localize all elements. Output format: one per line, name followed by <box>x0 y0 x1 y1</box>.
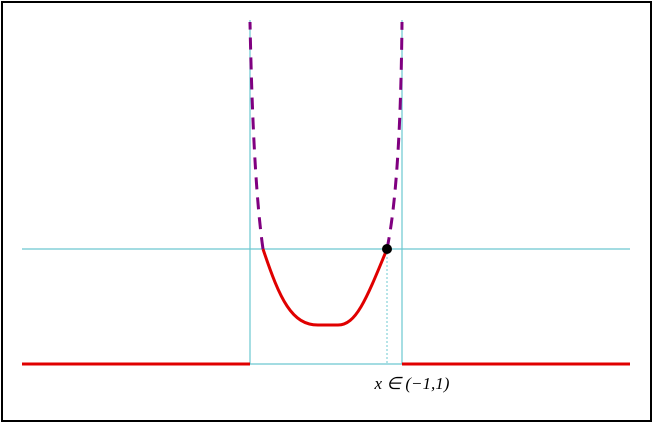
right-dashed-curve <box>385 21 404 250</box>
red-curve <box>261 248 389 327</box>
point <box>382 244 392 254</box>
interval-label: x ∈ (−1,1) <box>374 374 450 393</box>
left-dashed-curve <box>248 21 265 250</box>
